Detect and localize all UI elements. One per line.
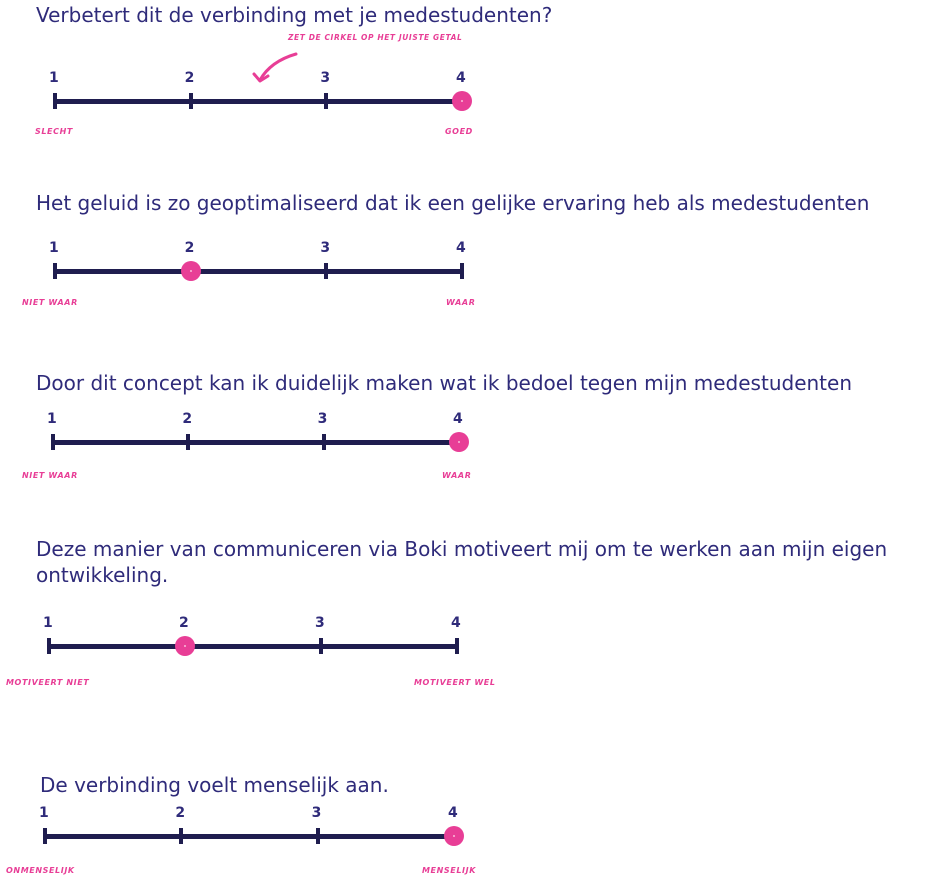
scale-2-right-label: Waar bbox=[446, 298, 476, 307]
scale-4-left-label: MOtiveert niet bbox=[6, 678, 90, 687]
selection-circle-handle[interactable] bbox=[452, 91, 472, 111]
rating-scale-5[interactable]: 1 2 3 4 bbox=[39, 805, 464, 846]
scale-tick-2[interactable] bbox=[179, 828, 184, 844]
scale-number-1: 1 bbox=[47, 411, 57, 427]
scale-number-2: 2 bbox=[184, 240, 195, 256]
scale-1-left-label: slecht bbox=[35, 127, 73, 136]
scale-4-right-label: MOtiveert wel bbox=[414, 678, 496, 687]
scale-number-3: 3 bbox=[320, 70, 331, 86]
scale-track bbox=[55, 269, 462, 274]
scale-tick-3[interactable] bbox=[324, 263, 329, 279]
scale-tick-2[interactable] bbox=[186, 434, 191, 450]
scale-2-left-label: Niet waar bbox=[22, 298, 78, 307]
scale-number-3: 3 bbox=[311, 805, 322, 821]
question-4-text: Deze manier van communiceren via Boki mo… bbox=[36, 537, 888, 587]
scale-tick-1[interactable] bbox=[47, 638, 51, 654]
selection-circle-handle[interactable] bbox=[449, 432, 469, 452]
scale-tick-3[interactable] bbox=[318, 638, 323, 654]
scale-number-4: 4 bbox=[453, 411, 463, 427]
scale-number-4: 4 bbox=[451, 615, 461, 631]
rating-scale-1[interactable]: 1 2 3 4 bbox=[49, 70, 472, 111]
curved-arrow-icon bbox=[252, 52, 298, 83]
scale-tick-2[interactable] bbox=[188, 93, 193, 109]
scale-tick-4[interactable] bbox=[460, 263, 464, 279]
scale-number-3: 3 bbox=[320, 240, 331, 256]
scale-number-4: 4 bbox=[456, 240, 466, 256]
scale-3-right-label: waar bbox=[442, 471, 472, 480]
scale-track bbox=[55, 99, 462, 104]
scale-tick-3[interactable] bbox=[324, 93, 329, 109]
scale-number-4: 4 bbox=[448, 805, 458, 821]
scale-tick-1[interactable] bbox=[51, 434, 55, 450]
scale-number-2: 2 bbox=[184, 70, 195, 86]
question-3-text: Door dit concept kan ik duidelijk maken … bbox=[36, 371, 852, 395]
scale-track bbox=[45, 834, 454, 839]
scale-number-1: 1 bbox=[49, 70, 59, 86]
question-5-text: De verbinding voelt menselijk aan. bbox=[40, 773, 389, 797]
scale-tick-1[interactable] bbox=[53, 263, 57, 279]
scale-3-left-label: niet waar bbox=[22, 471, 78, 480]
rating-scale-2[interactable]: 1 2 3 4 bbox=[49, 240, 466, 281]
scale-number-3: 3 bbox=[317, 411, 328, 427]
question-1-text: Verbetert dit de verbinding met je medes… bbox=[36, 3, 553, 27]
selection-circle-handle[interactable] bbox=[180, 261, 201, 281]
rating-scale-4[interactable]: 1 2 3 4 bbox=[43, 615, 461, 656]
scale-5-left-label: Onmenselijk bbox=[6, 866, 75, 875]
scale-tick-4[interactable] bbox=[455, 638, 459, 654]
scale-tick-3[interactable] bbox=[315, 828, 320, 844]
scale-number-1: 1 bbox=[39, 805, 49, 821]
selection-circle-handle[interactable] bbox=[444, 826, 464, 846]
scale-number-1: 1 bbox=[49, 240, 59, 256]
scale-number-2: 2 bbox=[175, 805, 186, 821]
instruction-hint: Zet de cirkel op het juiste getal bbox=[288, 33, 463, 42]
question-2-text: Het geluid is zo geoptimaliseerd dat ik … bbox=[36, 191, 870, 215]
scale-tick-1[interactable] bbox=[43, 828, 47, 844]
scale-tick-3[interactable] bbox=[321, 434, 326, 450]
scale-track bbox=[49, 644, 457, 649]
scale-number-1: 1 bbox=[43, 615, 53, 631]
scale-5-right-label: menselijk bbox=[422, 866, 476, 875]
scale-1-right-label: goed bbox=[445, 127, 473, 136]
scale-number-4: 4 bbox=[456, 70, 466, 86]
rating-scale-3[interactable]: 1 2 3 4 bbox=[47, 411, 469, 452]
selection-circle-handle[interactable] bbox=[174, 636, 195, 656]
scale-track bbox=[53, 440, 459, 445]
scale-number-2: 2 bbox=[182, 411, 193, 427]
scale-number-3: 3 bbox=[314, 615, 325, 631]
scale-tick-1[interactable] bbox=[53, 93, 57, 109]
scale-number-2: 2 bbox=[178, 615, 189, 631]
